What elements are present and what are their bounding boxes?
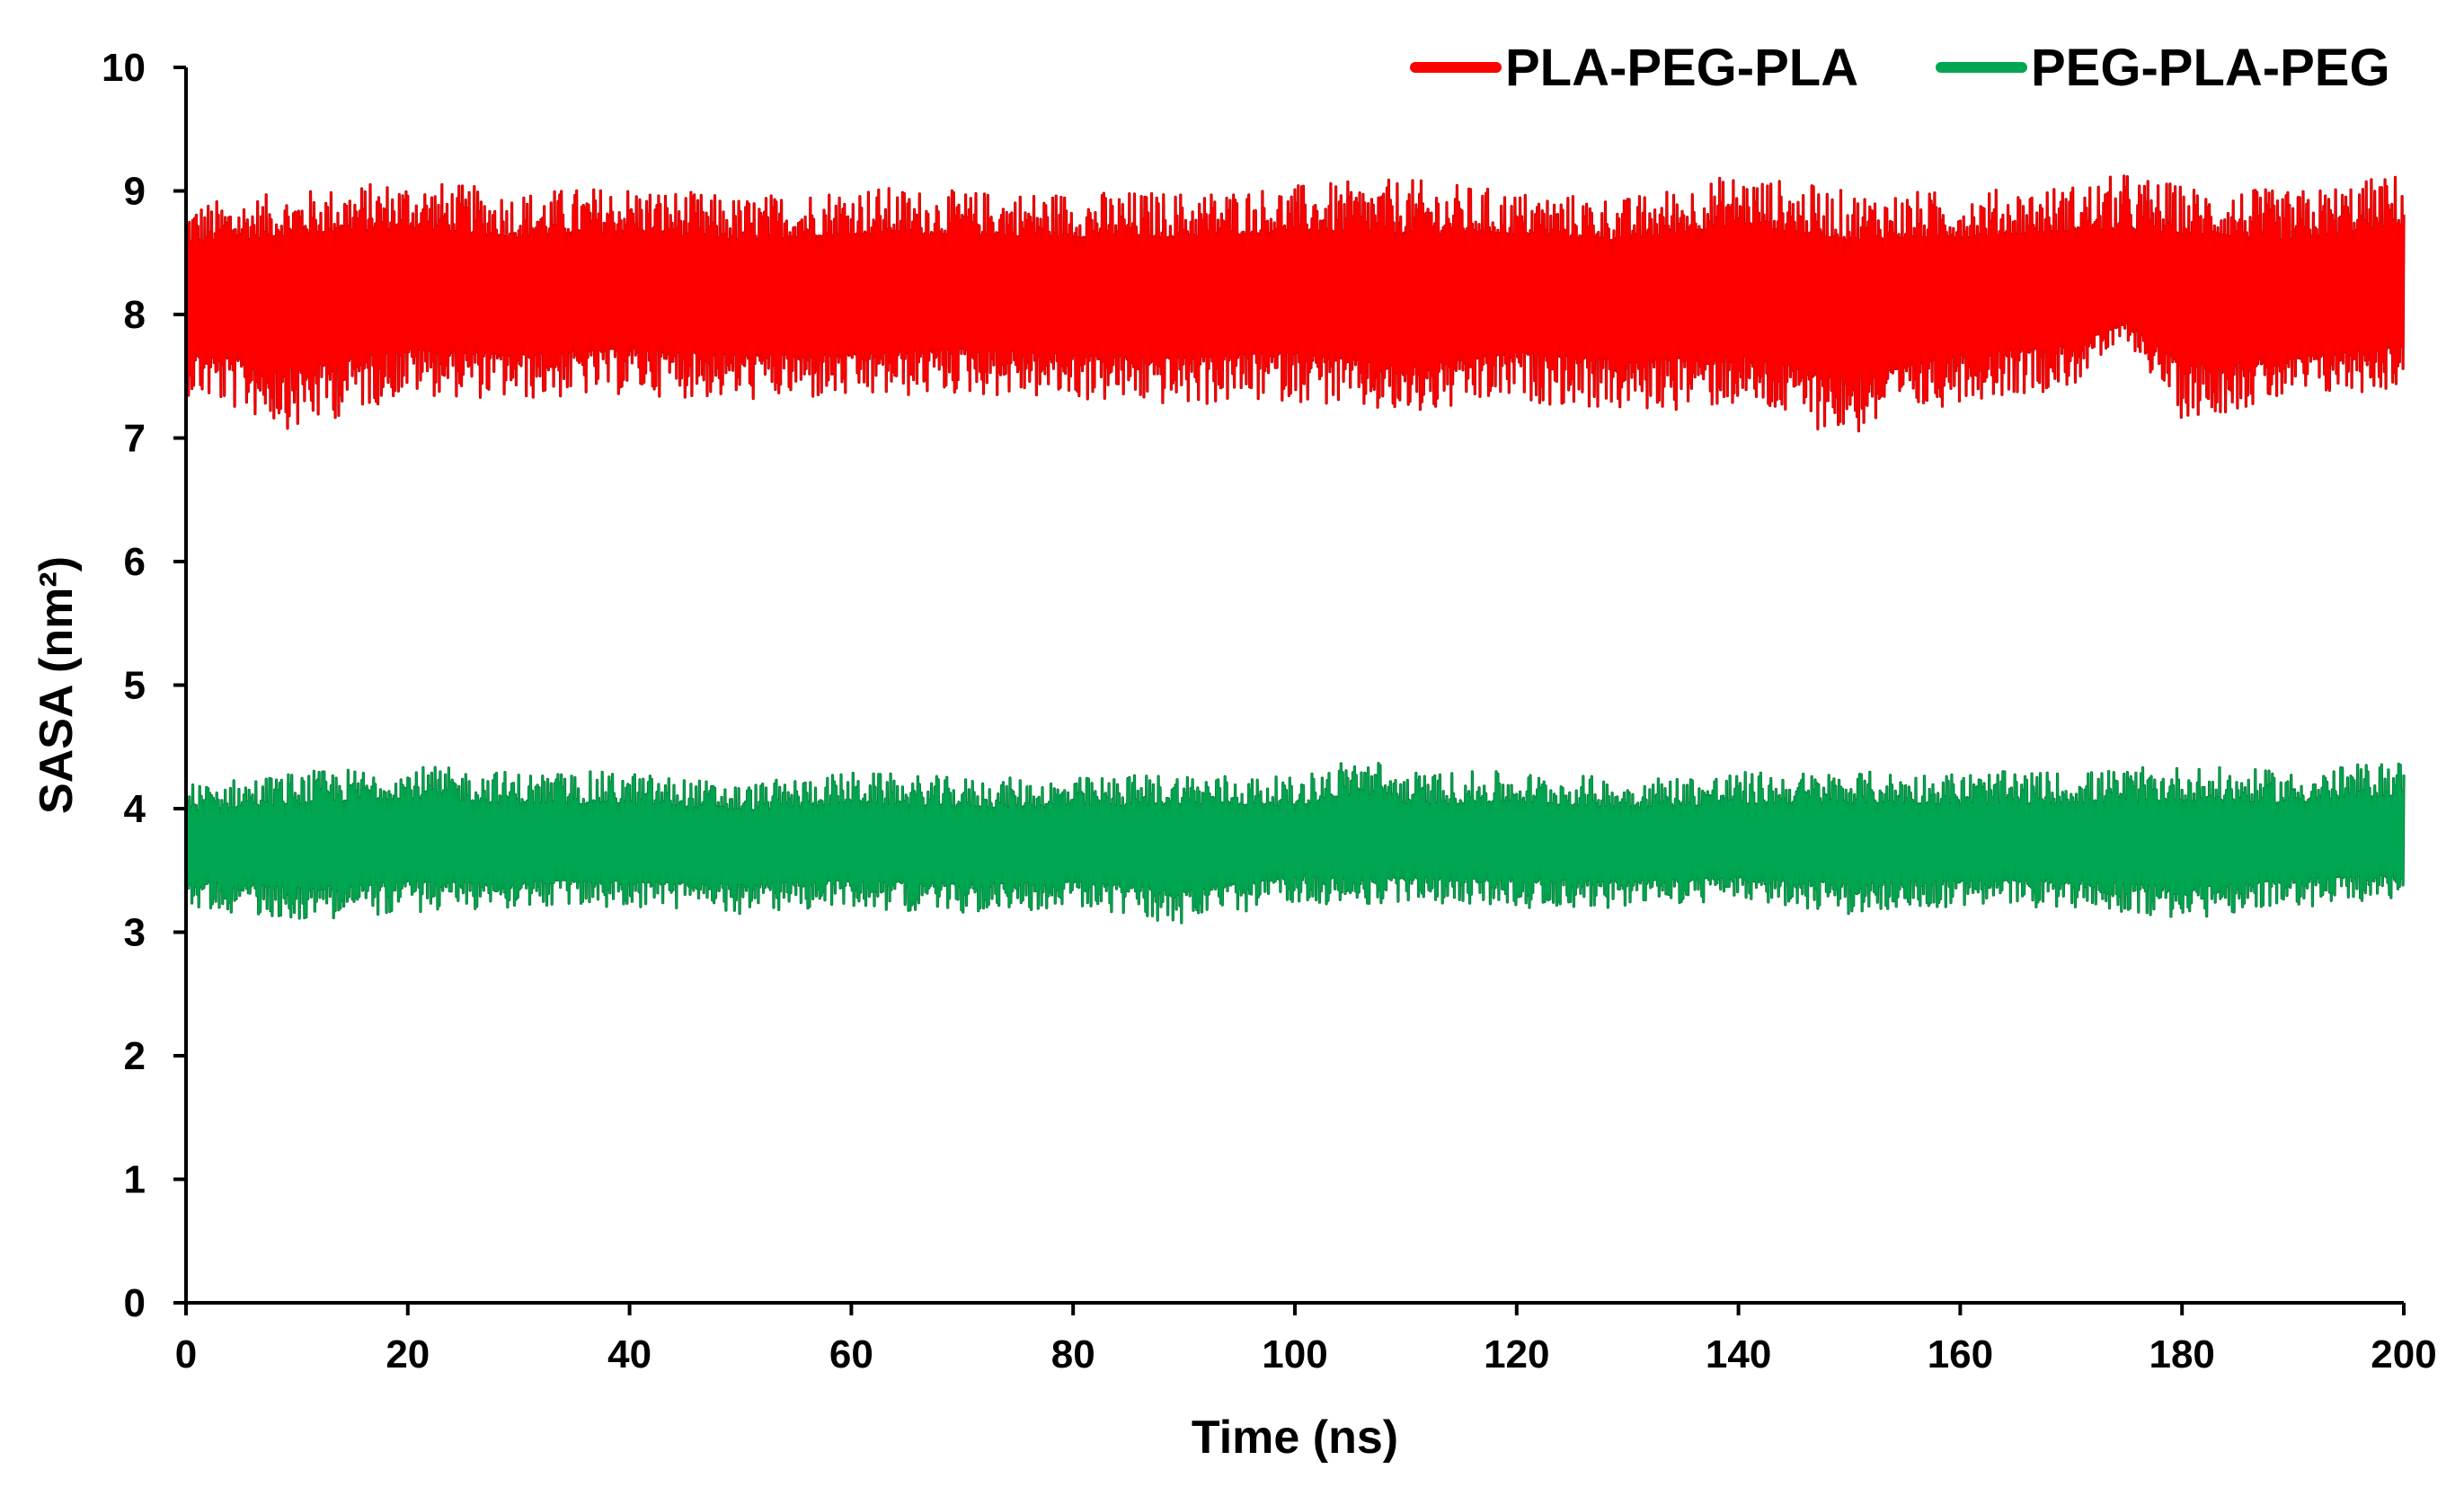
x-tick-label: 0 bbox=[175, 1332, 197, 1376]
x-tick-label: 180 bbox=[2149, 1332, 2214, 1376]
y-tick-label: 5 bbox=[124, 664, 146, 708]
y-tick-label: 6 bbox=[124, 540, 146, 584]
series-line-highlight-0 bbox=[185, 175, 2405, 432]
x-tick-label: 200 bbox=[2371, 1332, 2436, 1376]
y-axis-title: SASA (nm²) bbox=[31, 556, 83, 814]
x-tick-label: 60 bbox=[829, 1332, 873, 1376]
y-tick-label: 7 bbox=[124, 417, 146, 461]
x-axis-title: Time (ns) bbox=[1192, 1412, 1398, 1464]
y-tick-label: 0 bbox=[124, 1281, 146, 1325]
x-tick-label: 80 bbox=[1051, 1332, 1095, 1376]
x-tick-label: 20 bbox=[386, 1332, 430, 1376]
x-tick-label: 40 bbox=[607, 1332, 651, 1376]
legend-label-1: PEG-PLA-PEG bbox=[2031, 39, 2390, 97]
x-tick-label: 100 bbox=[1262, 1332, 1327, 1376]
y-tick-label: 9 bbox=[124, 170, 146, 214]
y-tick-label: 8 bbox=[124, 293, 146, 337]
legend: PLA-PEG-PLA PEG-PLA-PEG bbox=[1410, 39, 2390, 97]
x-tick-label: 120 bbox=[1484, 1332, 1549, 1376]
series-layer bbox=[184, 174, 2406, 925]
y-tick-label: 4 bbox=[124, 787, 146, 831]
x-tick-label: 140 bbox=[1706, 1332, 1771, 1376]
series-line-highlight-1 bbox=[185, 762, 2405, 924]
y-tick-label: 3 bbox=[124, 911, 146, 955]
x-tick-label: 160 bbox=[1928, 1332, 1993, 1376]
y-tick-label: 10 bbox=[102, 46, 146, 90]
legend-label-0: PLA-PEG-PLA bbox=[1505, 39, 1858, 97]
y-tick-label: 2 bbox=[124, 1034, 146, 1078]
y-tick-label: 1 bbox=[124, 1158, 146, 1202]
